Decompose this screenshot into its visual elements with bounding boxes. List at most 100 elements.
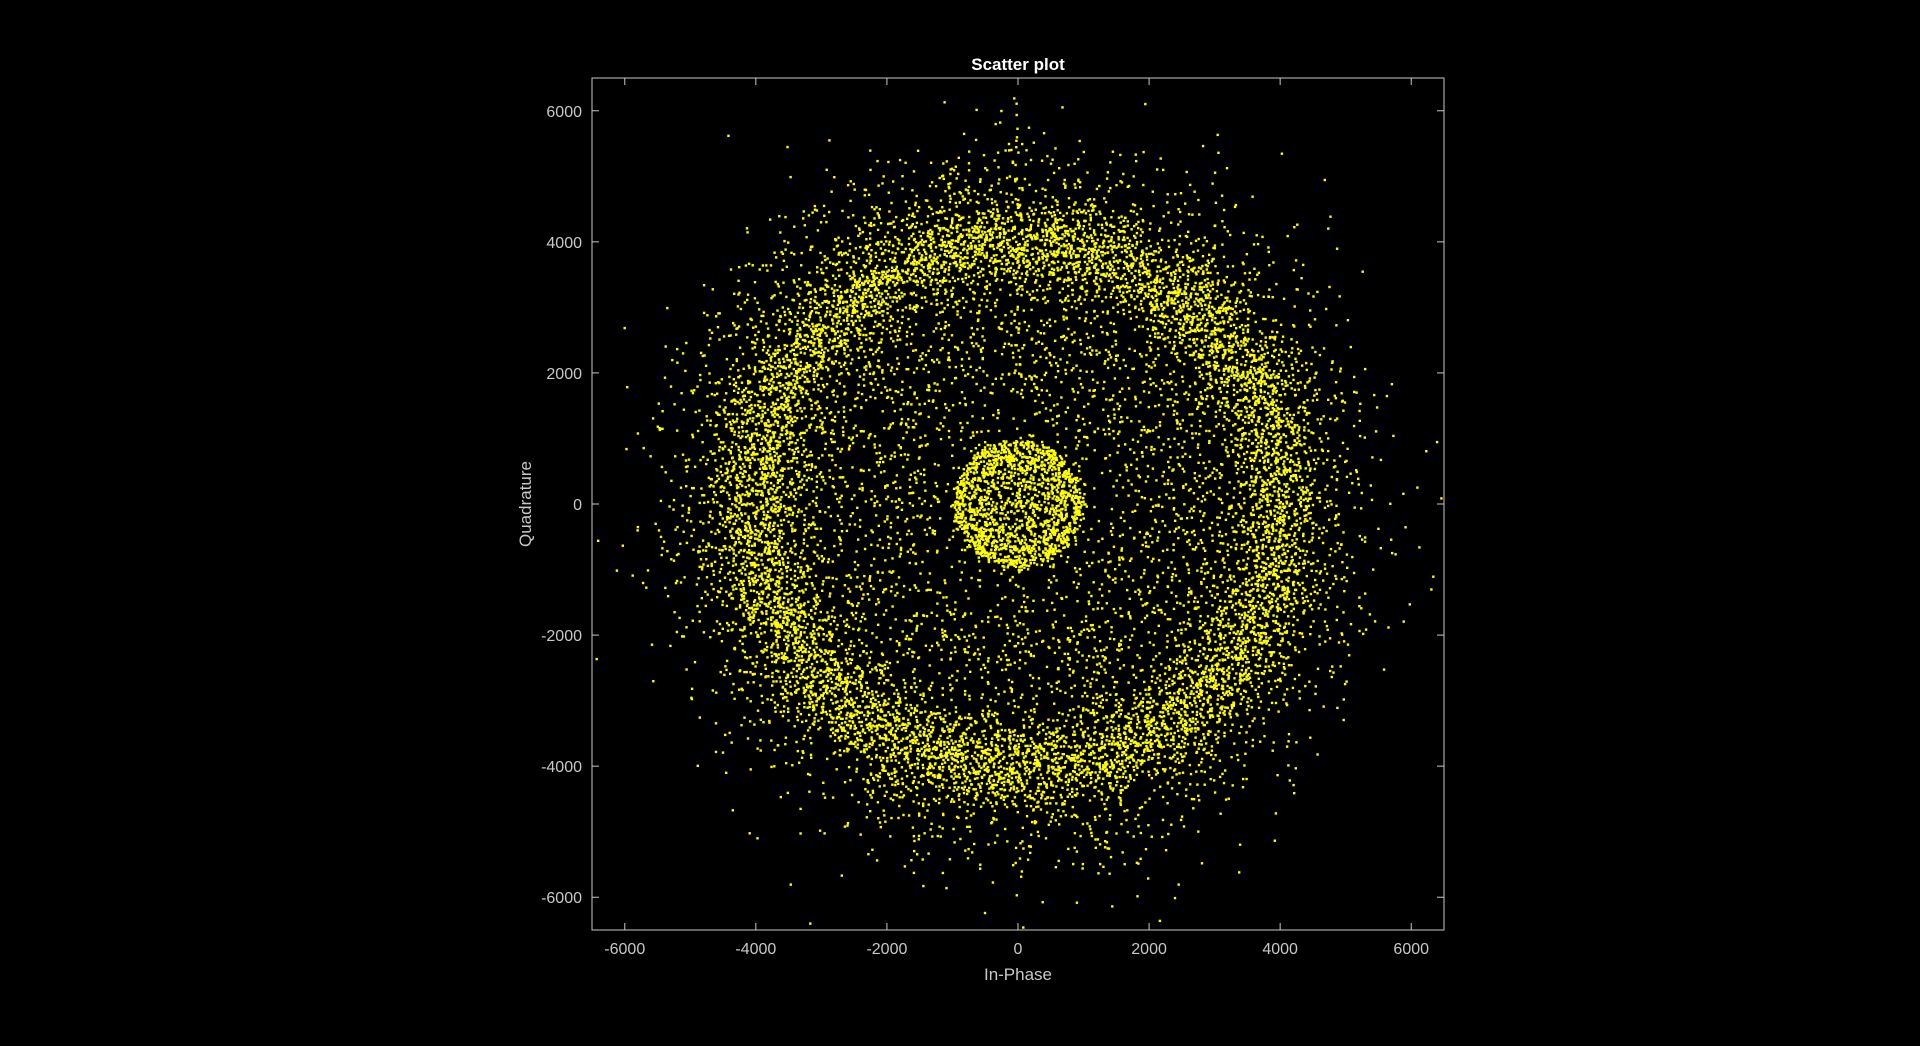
scatter-point <box>849 661 852 665</box>
scatter-point <box>993 783 996 786</box>
scatter-point <box>827 615 830 618</box>
scatter-point <box>778 529 781 532</box>
scatter-point <box>1106 774 1109 777</box>
scatter-point <box>1159 269 1162 273</box>
scatter-point <box>1216 283 1220 286</box>
scatter-point <box>892 751 895 755</box>
scatter-point <box>729 334 732 337</box>
scatter-point <box>921 271 925 274</box>
scatter-point <box>800 251 803 255</box>
scatter-point <box>741 472 745 476</box>
scatter-point <box>1305 595 1308 598</box>
scatter-point <box>1065 773 1068 777</box>
scatter-point <box>1188 640 1191 644</box>
scatter-point <box>1276 609 1279 613</box>
scatter-point <box>765 610 768 613</box>
scatter-point <box>966 283 969 286</box>
scatter-point <box>766 586 769 589</box>
scatter-point <box>1141 231 1144 234</box>
scatter-point <box>1263 352 1266 356</box>
scatter-point <box>1075 788 1078 791</box>
scatter-point <box>764 424 767 427</box>
scatter-point <box>1140 287 1144 290</box>
scatter-point <box>970 737 974 740</box>
scatter-point <box>1279 323 1283 326</box>
scatter-point <box>1199 712 1202 715</box>
scatter-point <box>762 590 765 593</box>
scatter-point <box>972 757 976 760</box>
scatter-point <box>754 556 757 559</box>
scatter-point <box>1214 733 1217 736</box>
scatter-point <box>1177 309 1181 312</box>
scatter-point <box>851 290 854 293</box>
scatter-point <box>916 704 919 707</box>
scatter-point <box>1210 344 1213 348</box>
scatter-point <box>769 379 772 382</box>
scatter-point <box>805 643 809 646</box>
scatter-point <box>1281 361 1284 364</box>
scatter-point <box>749 461 752 465</box>
scatter-point <box>1241 355 1245 359</box>
scatter-point <box>1064 186 1067 189</box>
scatter-point <box>796 323 799 326</box>
scatter-point <box>956 749 959 752</box>
scatter-point <box>1192 351 1196 354</box>
scatter-point <box>887 243 891 246</box>
scatter-point <box>1018 285 1022 288</box>
scatter-point <box>1083 759 1086 763</box>
scatter-point <box>943 244 946 247</box>
scatter-point <box>1264 530 1267 533</box>
scatter-point <box>796 604 799 607</box>
scatter-point <box>1224 296 1227 299</box>
scatter-point <box>1177 358 1180 362</box>
scatter-point <box>1123 752 1126 755</box>
scatter-point <box>891 739 894 743</box>
scatter-point <box>728 497 731 501</box>
scatter-point <box>940 244 943 248</box>
scatter-point <box>1154 314 1157 317</box>
scatter-point <box>1258 557 1261 560</box>
scatter-point <box>1199 688 1202 692</box>
scatter-point <box>1245 581 1248 584</box>
scatter-point <box>874 698 877 702</box>
scatter-point <box>877 323 881 326</box>
scatter-point <box>820 711 823 714</box>
scatter-point <box>1274 460 1277 463</box>
scatter-point <box>759 483 762 486</box>
scatter-point <box>824 313 828 316</box>
scatter-point <box>926 274 929 277</box>
scatter-point <box>1083 775 1086 779</box>
scatter-point <box>734 542 737 545</box>
scatter-point <box>1307 463 1310 467</box>
scatter-point <box>1142 297 1146 300</box>
scatter-point <box>1183 674 1187 677</box>
scatter-point <box>1110 238 1113 241</box>
scatter-point <box>842 729 845 732</box>
scatter-point <box>1121 788 1124 792</box>
scatter-point <box>1293 542 1296 545</box>
scatter-point <box>771 373 774 376</box>
scatter-point <box>840 722 844 725</box>
scatter-point <box>1009 293 1012 297</box>
scatter-point <box>1003 803 1007 806</box>
scatter-point <box>1077 270 1081 274</box>
scatter-point <box>944 288 947 291</box>
scatter-point <box>780 477 784 480</box>
scatter-point <box>740 572 743 575</box>
scatter-point <box>1186 622 1190 625</box>
scatter-point <box>783 394 787 397</box>
scatter-point <box>931 681 934 685</box>
scatter-point <box>1312 432 1315 435</box>
scatter-point <box>1012 785 1016 788</box>
scatter-point <box>1115 275 1118 279</box>
scatter-point <box>1270 701 1274 705</box>
scatter-point <box>1175 312 1178 315</box>
scatter-point <box>1154 259 1157 262</box>
scatter-point <box>1238 291 1241 294</box>
scatter-point <box>1228 365 1231 369</box>
scatter-point <box>1226 553 1230 557</box>
scatter-point <box>1216 669 1220 672</box>
scatter-point <box>738 688 741 691</box>
scatter-point <box>828 638 831 642</box>
scatter-point <box>774 349 777 352</box>
